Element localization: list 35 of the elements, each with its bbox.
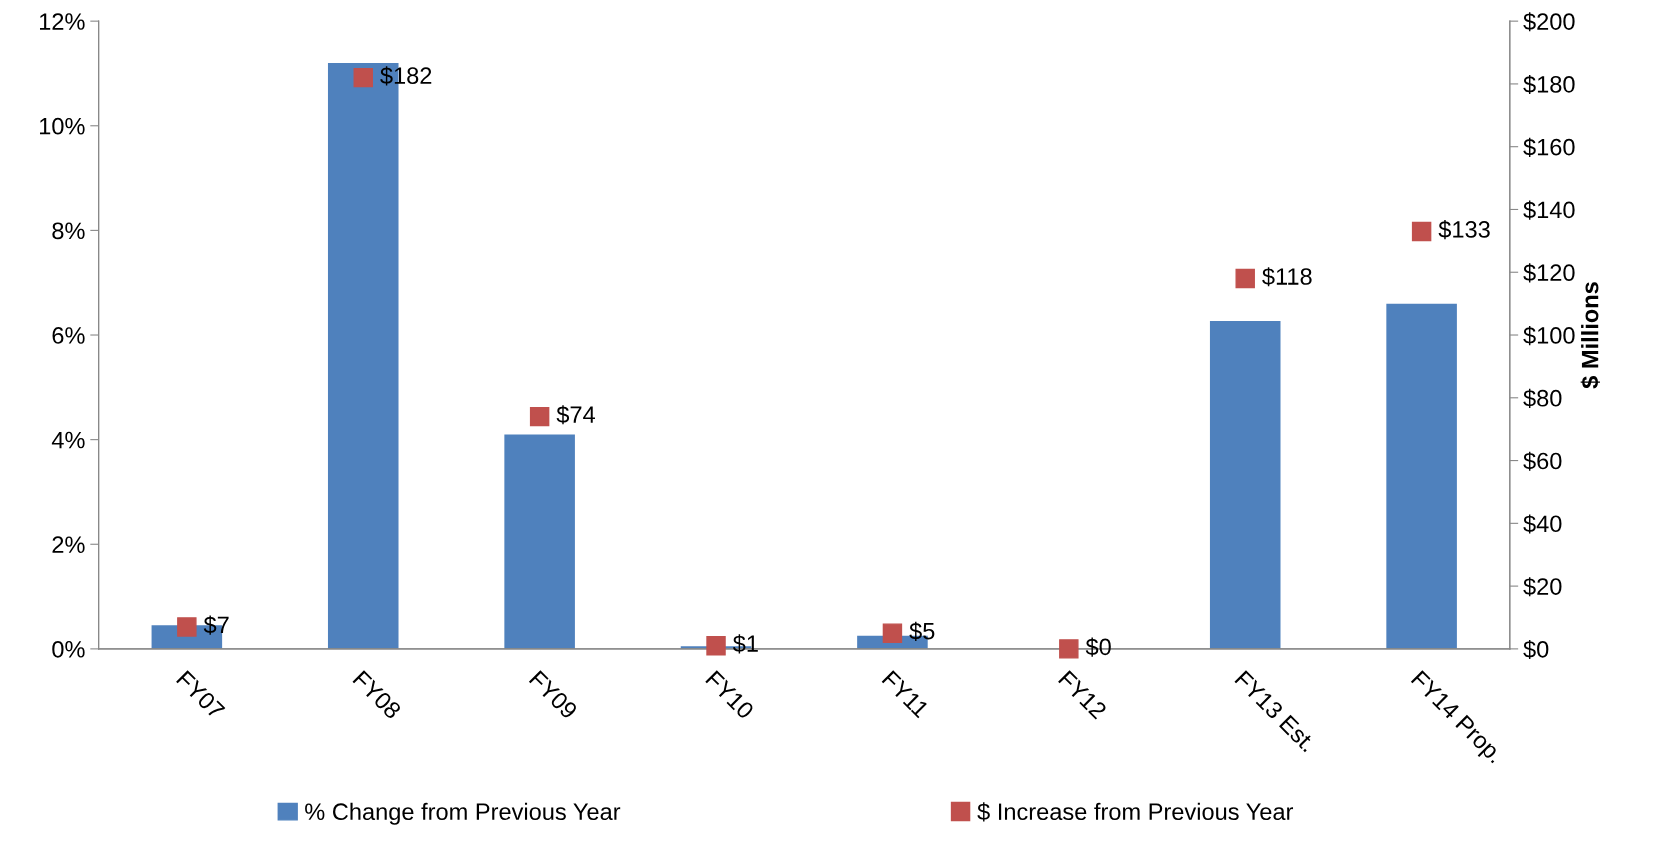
y2-tick-label: $180 bbox=[1523, 75, 1575, 95]
y2-axis-title: $ Millions bbox=[1580, 282, 1600, 389]
y2-tick-label: $140 bbox=[1523, 200, 1575, 220]
y2-tick-label: $80 bbox=[1523, 388, 1562, 408]
y2-tick-label: $160 bbox=[1523, 137, 1575, 157]
y2-tick-label: $0 bbox=[1523, 639, 1549, 660]
y-tick-label: 8% bbox=[52, 222, 85, 240]
bar bbox=[1209, 320, 1281, 649]
point bbox=[1059, 639, 1079, 659]
y-tick-label: 4% bbox=[51, 431, 85, 449]
y-tick-label: 2% bbox=[52, 536, 85, 553]
data-label: $118 bbox=[1262, 267, 1312, 287]
y2-tick-label: $120 bbox=[1523, 263, 1575, 283]
legend-label: % Change from Previous Year bbox=[305, 802, 621, 825]
data-label: $0 bbox=[1085, 637, 1111, 657]
y2-tick-label: $200 bbox=[1523, 12, 1575, 32]
y2-tick-label: $40 bbox=[1523, 514, 1562, 534]
y-tick-label: 6% bbox=[52, 327, 85, 344]
y2-tick-label: $100 bbox=[1523, 326, 1575, 346]
y2-tick-label: $60 bbox=[1523, 451, 1562, 471]
point bbox=[706, 636, 726, 656]
y-tick-label: 12% bbox=[40, 13, 85, 30]
y-tick-label: 0% bbox=[52, 640, 85, 658]
bar bbox=[504, 434, 575, 649]
point bbox=[529, 406, 550, 427]
y2-tick-label: $20 bbox=[1523, 577, 1562, 597]
bar bbox=[1386, 303, 1457, 649]
point bbox=[1411, 221, 1432, 242]
data-label: $74 bbox=[556, 405, 596, 425]
point bbox=[353, 67, 373, 88]
legend-label: $ Increase from Previous Year bbox=[977, 802, 1294, 822]
y-tick-label: 10% bbox=[40, 117, 85, 135]
point bbox=[1235, 268, 1255, 289]
point bbox=[882, 623, 903, 643]
data-label: $133 bbox=[1438, 220, 1490, 240]
